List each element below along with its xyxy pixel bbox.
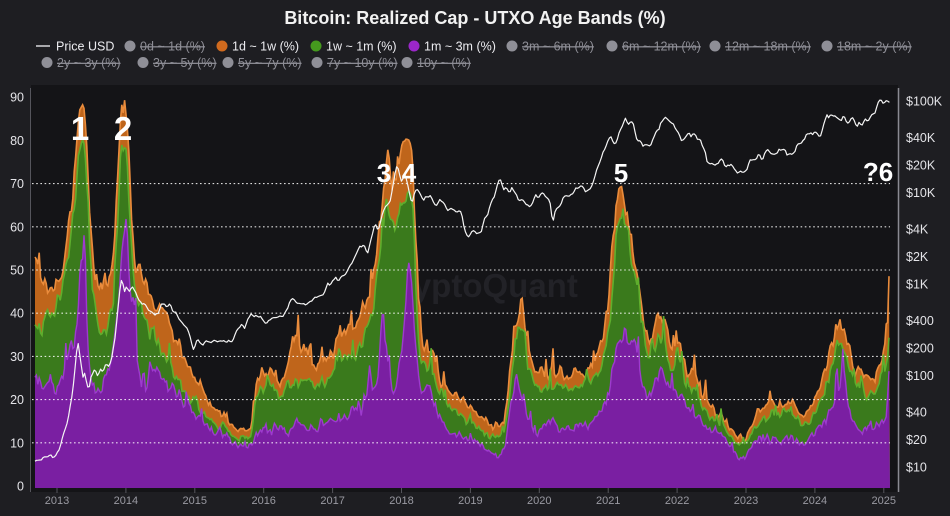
- svg-text:$4K: $4K: [906, 222, 929, 236]
- svg-text:$40: $40: [906, 405, 927, 419]
- svg-text:50: 50: [10, 264, 24, 278]
- svg-text:5: 5: [614, 158, 628, 188]
- svg-text:7y ~ 10y (%): 7y ~ 10y (%): [327, 56, 398, 70]
- svg-text:12m ~ 18m (%): 12m ~ 18m (%): [725, 40, 811, 54]
- svg-text:$100K: $100K: [906, 95, 943, 109]
- svg-text:2022: 2022: [665, 495, 689, 507]
- svg-text:$40K: $40K: [906, 131, 936, 145]
- svg-text:$400: $400: [906, 314, 934, 328]
- svg-text:2: 2: [114, 110, 132, 147]
- svg-text:3m ~ 6m (%): 3m ~ 6m (%): [522, 40, 594, 54]
- svg-text:1m ~ 3m (%): 1m ~ 3m (%): [424, 40, 496, 54]
- svg-text:4: 4: [402, 158, 417, 188]
- svg-text:1: 1: [71, 110, 89, 147]
- svg-text:0d ~ 1d (%): 0d ~ 1d (%): [140, 40, 205, 54]
- svg-text:5y ~ 7y (%): 5y ~ 7y (%): [238, 56, 302, 70]
- svg-text:2023: 2023: [734, 495, 758, 507]
- svg-text:2y ~ 3y (%): 2y ~ 3y (%): [57, 56, 121, 70]
- svg-text:$1K: $1K: [906, 278, 929, 292]
- svg-text:2015: 2015: [183, 495, 207, 507]
- svg-text:$200: $200: [906, 342, 934, 356]
- svg-text:90: 90: [10, 91, 24, 105]
- svg-text:$20K: $20K: [906, 159, 936, 173]
- svg-text:10y ~ (%): 10y ~ (%): [417, 56, 471, 70]
- svg-text:0: 0: [17, 480, 24, 494]
- svg-text:40: 40: [10, 307, 24, 321]
- svg-text:20: 20: [10, 393, 24, 407]
- svg-text:$2K: $2K: [906, 250, 929, 264]
- svg-text:2024: 2024: [803, 495, 827, 507]
- svg-text:18m ~ 2y (%): 18m ~ 2y (%): [837, 40, 912, 54]
- svg-text:?6: ?6: [863, 157, 893, 187]
- svg-text:$10: $10: [906, 461, 927, 475]
- svg-text:2025: 2025: [872, 495, 896, 507]
- svg-text:6m ~ 12m (%): 6m ~ 12m (%): [622, 40, 701, 54]
- svg-text:3y ~ 5y (%): 3y ~ 5y (%): [153, 56, 217, 70]
- svg-text:10: 10: [10, 436, 24, 450]
- svg-text:2021: 2021: [596, 495, 620, 507]
- svg-text:2013: 2013: [45, 495, 69, 507]
- svg-text:60: 60: [10, 220, 24, 234]
- svg-text:2014: 2014: [114, 495, 138, 507]
- svg-text:30: 30: [10, 350, 24, 364]
- svg-text:1d ~ 1w (%): 1d ~ 1w (%): [232, 40, 299, 54]
- svg-text:2019: 2019: [458, 495, 482, 507]
- svg-text:1w ~ 1m (%): 1w ~ 1m (%): [326, 40, 397, 54]
- svg-text:2016: 2016: [251, 495, 275, 507]
- svg-text:80: 80: [10, 134, 24, 148]
- svg-text:2017: 2017: [320, 495, 344, 507]
- svg-text:70: 70: [10, 177, 24, 191]
- svg-text:$100: $100: [906, 369, 934, 383]
- svg-text:$10K: $10K: [906, 186, 936, 200]
- svg-text:Price USD: Price USD: [56, 40, 114, 54]
- svg-text:2020: 2020: [527, 495, 551, 507]
- svg-text:3: 3: [377, 158, 391, 188]
- svg-text:2018: 2018: [389, 495, 413, 507]
- svg-text:$20: $20: [906, 433, 927, 447]
- svg-text:Bitcoin: Realized Cap - UTXO A: Bitcoin: Realized Cap - UTXO Age Bands (…: [284, 8, 665, 28]
